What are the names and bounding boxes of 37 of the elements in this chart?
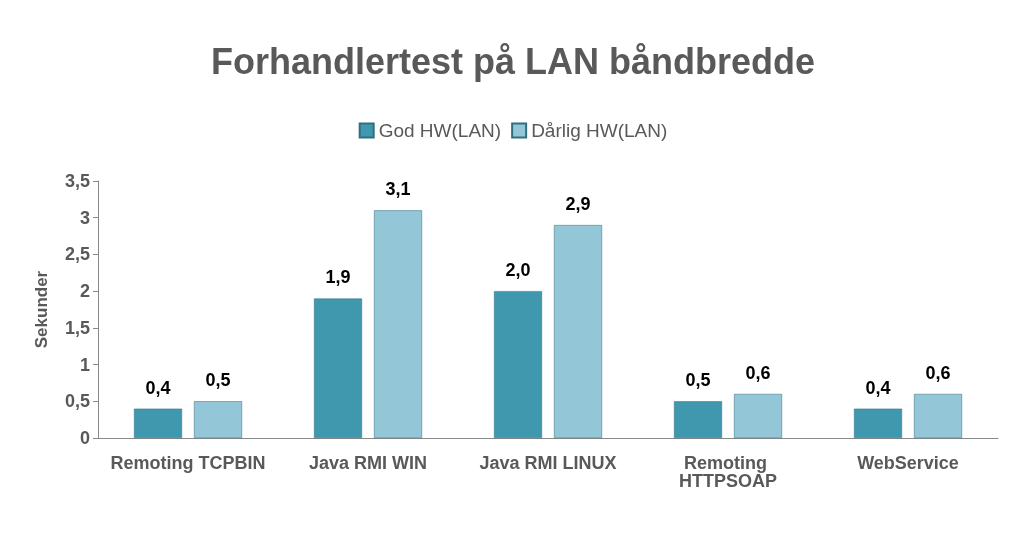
data-label: 2,0	[505, 260, 531, 281]
x-tick-label: Remoting HTTPSOAP	[678, 453, 778, 491]
x-tick-label: Java RMI LINUX	[479, 453, 617, 473]
bar	[494, 291, 542, 438]
x-tick-label: Remoting TCPBIN	[110, 453, 266, 473]
bar	[734, 393, 782, 438]
x-tick-label: Java RMI WIN	[308, 453, 428, 473]
bar	[374, 210, 422, 438]
legend-label: God HW(LAN)	[378, 120, 502, 141]
data-label: 0,5	[685, 370, 711, 391]
x-tick-label: WebService	[857, 453, 959, 473]
y-axis-title: Sekunder	[32, 270, 51, 349]
y-tick-label: 3	[79, 207, 90, 228]
y-tick-label: 0,5	[64, 391, 90, 412]
data-label: 0,6	[925, 362, 951, 383]
data-label: 0,5	[205, 370, 231, 391]
bar	[314, 298, 362, 438]
y-tick-label: 3,5	[64, 171, 90, 191]
chart-title: Forhandlertest på LAN båndbredde	[210, 40, 816, 82]
bar	[194, 401, 242, 438]
y-tick-label: 1	[79, 354, 90, 375]
legend-label: Dårlig HW(LAN)	[531, 120, 668, 141]
data-label: 0,4	[865, 377, 891, 398]
data-label: 0,6	[745, 362, 771, 383]
bar	[674, 401, 722, 438]
bar	[854, 408, 902, 438]
y-tick-label: 2,5	[64, 244, 90, 265]
data-label: 3,1	[385, 179, 411, 200]
y-tick-label: 2	[79, 281, 90, 302]
bar	[914, 393, 962, 438]
data-label: 2,9	[565, 194, 591, 215]
bar	[134, 408, 182, 438]
y-tick-label: 1,5	[64, 317, 90, 338]
data-label: 0,4	[145, 377, 171, 398]
y-tick-label: 0	[79, 428, 90, 448]
data-label: 1,9	[325, 267, 351, 288]
bar	[554, 225, 602, 438]
